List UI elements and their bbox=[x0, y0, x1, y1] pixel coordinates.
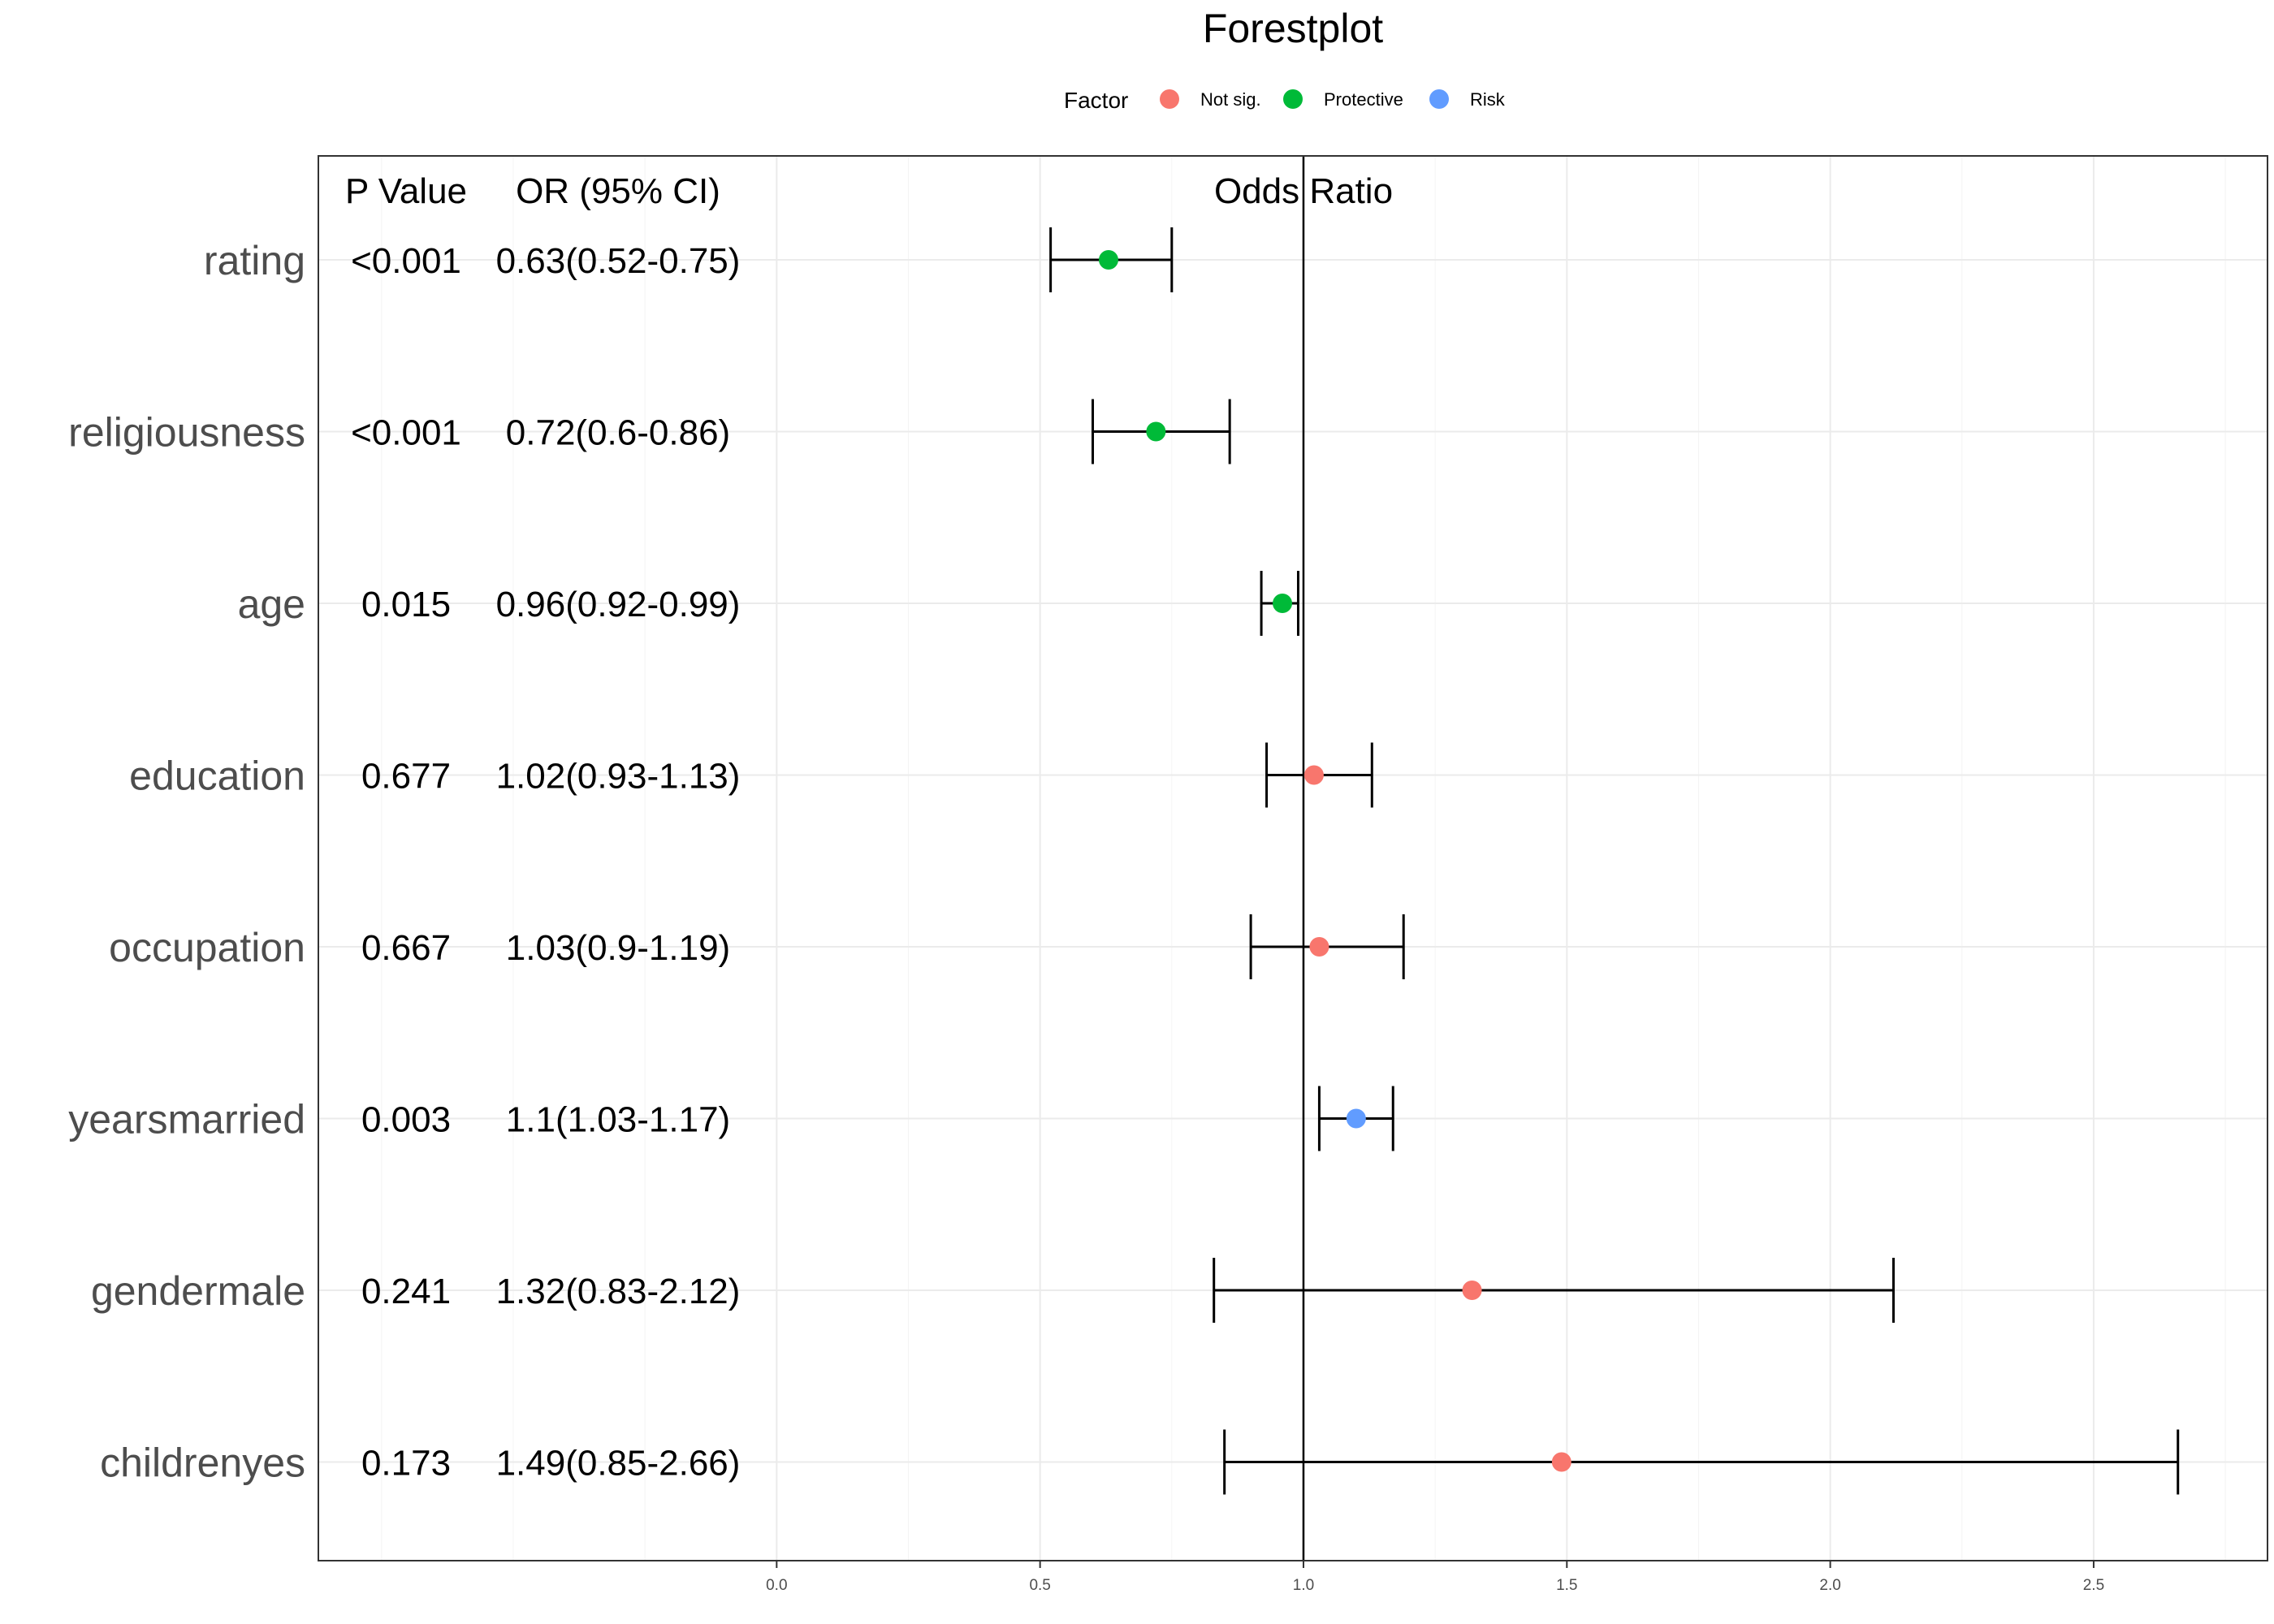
p-value-cell: 0.003 bbox=[361, 1100, 451, 1140]
or-ci-cell: 1.49(0.85-2.66) bbox=[496, 1444, 741, 1484]
point-age bbox=[1273, 594, 1293, 613]
row-label-education: education bbox=[129, 754, 305, 799]
or-ci-cell: 1.02(0.93-1.13) bbox=[496, 757, 741, 797]
point-education bbox=[1303, 765, 1324, 785]
or-ci-cell: 0.96(0.92-0.99) bbox=[496, 585, 741, 624]
or-ci-cell: 0.63(0.52-0.75) bbox=[496, 241, 741, 281]
row-label-childrenyes: childrenyes bbox=[100, 1440, 305, 1486]
or-ci-cell: 0.72(0.6-0.86) bbox=[506, 413, 730, 453]
data-marks bbox=[1049, 227, 2180, 1495]
panel-background bbox=[318, 156, 2268, 1561]
chart-title: Forestplot bbox=[1203, 6, 1383, 51]
p-value-cell: 0.241 bbox=[361, 1272, 451, 1311]
x-tick-label: 2.5 bbox=[2083, 1577, 2104, 1594]
row-label-rating: rating bbox=[204, 238, 305, 283]
legend-label: Not sig. bbox=[1200, 89, 1261, 110]
x-tick-label: 2.0 bbox=[1819, 1577, 1840, 1594]
p-value-cell: <0.001 bbox=[351, 413, 461, 453]
x-tick-label: 1.0 bbox=[1293, 1577, 1314, 1594]
legend-title: Factor bbox=[1064, 88, 1128, 113]
point-yearsmarried bbox=[1346, 1108, 1366, 1129]
legend-key-not-sig bbox=[1160, 89, 1179, 109]
row-label-gendermale: gendermale bbox=[91, 1268, 305, 1314]
p-value-cell: 0.677 bbox=[361, 757, 451, 797]
point-religiousness bbox=[1146, 421, 1166, 442]
legend: Factor Not sig. Protective Risk bbox=[1064, 88, 1506, 113]
x-tick-label: 1.5 bbox=[1556, 1577, 1577, 1594]
table-rows: rating <0.001 0.63(0.52-0.75) religiousness… bbox=[68, 238, 740, 1486]
panel-border bbox=[318, 155, 2268, 1561]
p-value-cell: 0.015 bbox=[361, 585, 451, 624]
x-axis: 0.0 0.5 1.0 1.5 2.0 2.5 bbox=[766, 1561, 2104, 1594]
legend-key-protective bbox=[1283, 89, 1303, 109]
point-occupation bbox=[1309, 937, 1329, 957]
point-childrenyes bbox=[1551, 1452, 1571, 1472]
header-odds-ratio: Odds Ratio bbox=[1214, 171, 1393, 211]
or-ci-cell: 1.32(0.83-2.12) bbox=[496, 1272, 741, 1311]
x-tick-label: 0.5 bbox=[1029, 1577, 1050, 1594]
p-value-cell: 0.173 bbox=[361, 1444, 451, 1484]
header-p-value: P Value bbox=[345, 171, 467, 211]
p-value-cell: <0.001 bbox=[351, 241, 461, 281]
row-label-occupation: occupation bbox=[109, 925, 305, 970]
point-gendermale bbox=[1462, 1281, 1482, 1300]
or-ci-cell: 1.1(1.03-1.17) bbox=[506, 1100, 730, 1140]
point-rating bbox=[1098, 250, 1118, 270]
row-label-yearsmarried: yearsmarried bbox=[68, 1097, 305, 1142]
legend-key-risk bbox=[1429, 89, 1449, 109]
legend-label: Risk bbox=[1470, 89, 1506, 110]
row-label-age: age bbox=[238, 581, 305, 627]
or-ci-cell: 1.03(0.9-1.19) bbox=[506, 928, 730, 968]
plot-panel bbox=[318, 155, 2268, 1561]
header-or-ci: OR (95% CI) bbox=[516, 171, 720, 211]
x-tick-label: 0.0 bbox=[766, 1577, 787, 1594]
p-value-cell: 0.667 bbox=[361, 928, 451, 968]
legend-label: Protective bbox=[1324, 89, 1403, 110]
row-label-religiousness: religiousness bbox=[68, 410, 305, 456]
